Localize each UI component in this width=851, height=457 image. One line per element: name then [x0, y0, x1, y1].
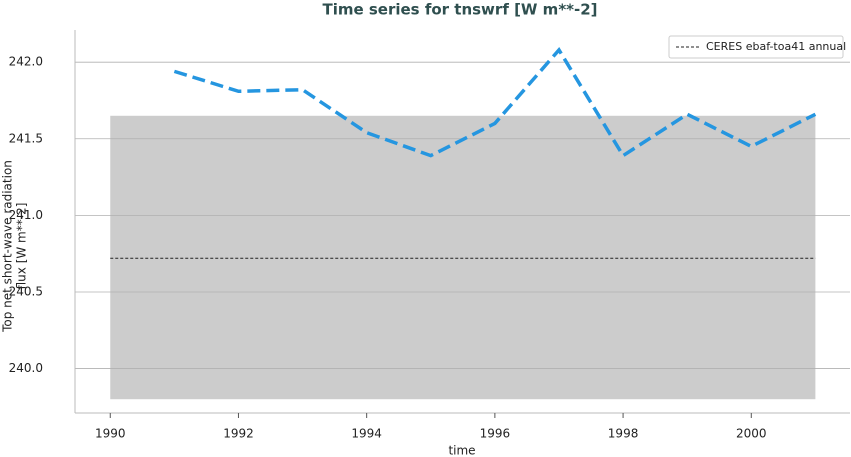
x-tick-label: 1990	[95, 427, 126, 441]
y-tick-label: 242.0	[9, 55, 43, 69]
legend-box	[668, 35, 844, 59]
x-axis-label: time	[448, 444, 475, 457]
y-tick-label: 241.0	[9, 208, 43, 222]
y-tick-label: 241.5	[9, 131, 43, 145]
legend-label: CERES ebaf-toa41 annual	[706, 40, 846, 53]
range-band	[110, 115, 816, 400]
legend: CERES ebaf-toa41 annual	[668, 35, 846, 59]
chart-title: Time series for tnswrf [W m**-2]	[322, 1, 597, 19]
y-axis-label: Top net short-wave radiation flux [W m**…	[1, 160, 29, 333]
x-tick-label: 1994	[351, 427, 382, 441]
y-axis-label-line: flux [W m**-2]	[15, 203, 29, 290]
y-tick-label: 240.0	[9, 361, 43, 375]
x-tick-label: 1992	[223, 427, 254, 441]
y-axis-label-line: Top net short-wave radiation	[1, 160, 15, 333]
x-tick-label: 1998	[608, 427, 639, 441]
x-tick-label: 2000	[736, 427, 767, 441]
data-line	[173, 46, 817, 159]
y-tick-label: 240.5	[9, 284, 43, 298]
x-tick-label: 1996	[480, 427, 511, 441]
